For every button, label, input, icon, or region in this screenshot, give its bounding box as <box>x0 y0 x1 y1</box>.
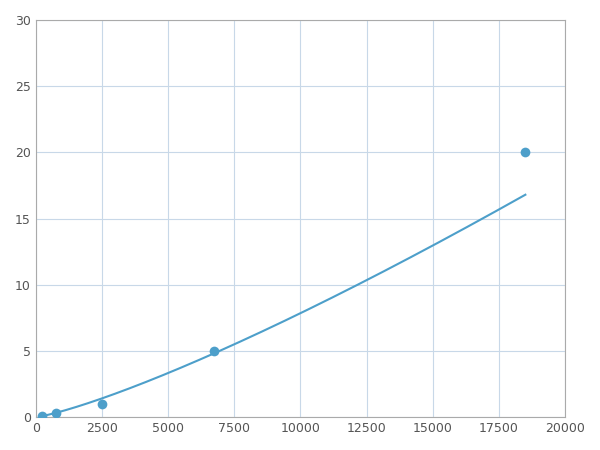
Point <box>51 410 61 417</box>
Point <box>521 149 530 156</box>
Point <box>38 412 47 419</box>
Point <box>97 400 107 408</box>
Point <box>209 347 219 355</box>
